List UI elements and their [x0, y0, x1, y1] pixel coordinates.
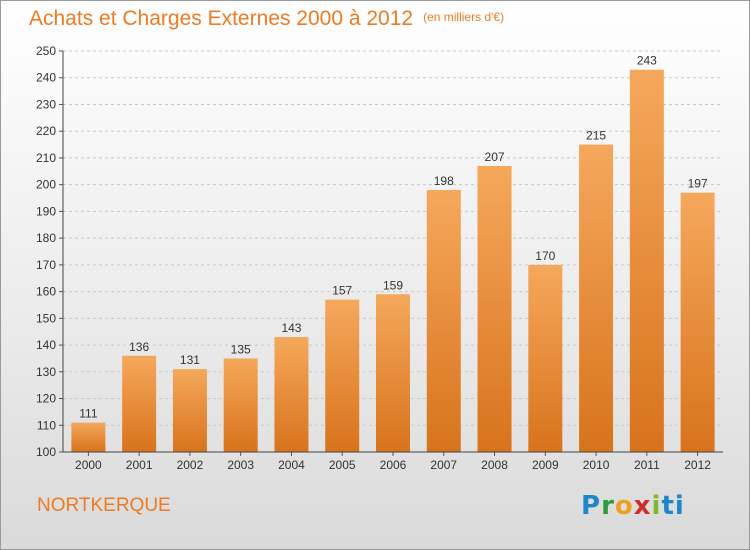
data-label: 207: [485, 150, 505, 164]
x-tick-label: 2000: [75, 458, 102, 472]
data-label: 143: [281, 321, 301, 335]
x-axis-ticks: 2000 2001 2002 2003 2004 2005 2006 2007 2008 2009…: [75, 452, 711, 472]
x-tick-label: 2009: [532, 458, 559, 472]
y-tick-label: 170: [36, 258, 56, 272]
bar-2002: [172, 369, 207, 452]
y-tick-label: 200: [36, 178, 56, 192]
x-tick-label: 2008: [481, 458, 508, 472]
y-tick-label: 240: [36, 71, 56, 85]
y-tick-label: 100: [36, 445, 56, 459]
y-tick-label: 140: [36, 338, 56, 352]
data-label: 243: [637, 54, 657, 68]
bar-2003: [223, 358, 258, 452]
logo-letter: r: [601, 491, 615, 521]
data-label: 135: [231, 342, 251, 356]
y-tick-label: 220: [36, 124, 56, 138]
x-tick-label: 2001: [126, 458, 153, 472]
data-label: 136: [129, 340, 149, 354]
data-labels: 111 136 131 135 143 157 159 198 207 170 215 243 197: [79, 54, 708, 421]
y-tick-label: 180: [36, 231, 56, 245]
x-tick-label: 2007: [430, 458, 457, 472]
x-tick-label: 2011: [634, 458, 660, 472]
logo-letter: x: [633, 491, 652, 521]
y-tick-label: 110: [37, 418, 56, 432]
logo-letter: ti: [661, 491, 685, 521]
chart-title-text: Achats et Charges Externes 2000 à 2012: [29, 7, 414, 30]
bar-2001: [122, 355, 157, 452]
y-tick-label: 130: [36, 365, 56, 379]
bar-2000: [71, 422, 106, 452]
x-tick-label: 2006: [380, 458, 407, 472]
x-tick-label: 2003: [227, 458, 254, 472]
data-label: 131: [180, 353, 200, 367]
y-tick-label: 150: [36, 311, 56, 325]
bar-2007: [426, 190, 461, 452]
commune-name: NORTKERQUE: [37, 495, 171, 516]
proxiti-logo: Proxiti: [581, 491, 685, 521]
y-tick-label: 190: [36, 204, 56, 218]
y-axis-ticks: 100 110 120 130 140 150 160 170 180 190 200 210 220 2…: [36, 44, 63, 459]
bar-2006: [376, 294, 410, 452]
chart-title: Achats et Charges Externes 2000 à 2012 (e…: [29, 7, 504, 31]
y-tick-label: 250: [36, 44, 56, 58]
bar-2008: [477, 165, 512, 452]
x-tick-label: 2010: [583, 458, 610, 472]
bar-2009: [528, 264, 563, 452]
y-tick-label: 160: [36, 285, 56, 299]
logo-letter: i: [651, 491, 662, 521]
bar-2004: [274, 337, 309, 452]
x-tick-label: 2005: [329, 458, 356, 472]
data-label: 111: [79, 407, 98, 421]
data-label: 197: [688, 177, 708, 191]
bar-2005: [325, 299, 360, 452]
y-tick-label: 120: [36, 392, 56, 406]
y-tick-label: 230: [36, 97, 56, 111]
x-tick-label: 2002: [177, 458, 204, 472]
data-label: 215: [586, 129, 606, 143]
data-label: 170: [535, 249, 555, 263]
data-label: 198: [434, 174, 454, 188]
y-tick-label: 210: [36, 151, 56, 165]
chart-unit: (en milliers d'€): [423, 10, 505, 24]
bar-2012: [680, 192, 715, 453]
bars: [71, 69, 715, 453]
x-tick-label: 2004: [278, 458, 305, 472]
logo-letter: P: [581, 491, 602, 521]
bar-2010: [579, 144, 614, 453]
data-label: 157: [332, 284, 352, 298]
logo-letter: o: [614, 491, 634, 521]
data-label: 159: [383, 278, 403, 292]
bar-2011: [629, 69, 664, 453]
x-tick-label: 2012: [684, 458, 711, 472]
